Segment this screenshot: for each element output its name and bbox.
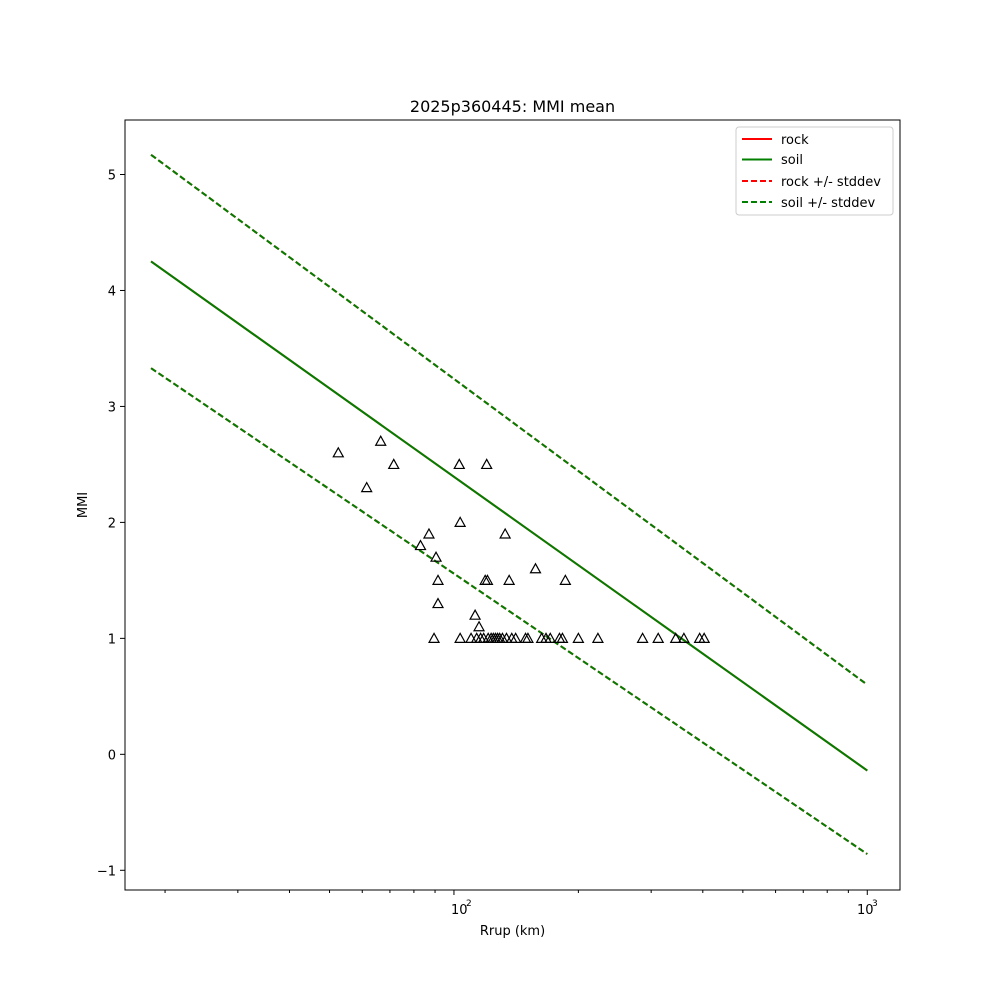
observation-triangle bbox=[509, 632, 522, 643]
observation-triangle bbox=[431, 574, 445, 585]
observation-triangle bbox=[430, 550, 443, 562]
observation-triangle bbox=[414, 539, 427, 551]
observation-triangle bbox=[422, 527, 435, 539]
y-tick-label: 2 bbox=[108, 516, 116, 531]
x-tick-exponent: 2 bbox=[466, 899, 472, 909]
observation-triangle bbox=[428, 632, 441, 643]
legend: rock soil rock +/- stddev soil +/- stdde… bbox=[735, 126, 894, 216]
observation-triangle bbox=[503, 574, 516, 585]
observation-triangle bbox=[454, 516, 467, 527]
observation-triangle bbox=[652, 632, 665, 643]
observation-triangle bbox=[544, 632, 557, 643]
observation-triangle bbox=[636, 632, 649, 643]
observation-triangle bbox=[698, 632, 711, 643]
legend-box bbox=[735, 126, 894, 216]
line-soil-stddev-lower bbox=[150, 367, 868, 855]
observation-triangle bbox=[454, 632, 467, 643]
y-axis: −1 0 1 2 3 4 5 bbox=[97, 169, 125, 879]
observation-triangle bbox=[374, 434, 387, 446]
y-tick-label: 1 bbox=[108, 632, 116, 647]
observation-triangle bbox=[360, 481, 373, 493]
observation-triangle bbox=[453, 458, 466, 470]
y-tick-label: 3 bbox=[108, 400, 116, 415]
observation-triangle bbox=[529, 562, 542, 574]
observation-triangle bbox=[556, 632, 569, 643]
chart-title: 2025p360445: MMI mean bbox=[410, 97, 615, 116]
observation-triangle bbox=[481, 574, 494, 585]
y-tick-label: 5 bbox=[108, 169, 116, 184]
x-tick-base: 10 bbox=[451, 903, 468, 918]
observation-triangle bbox=[572, 632, 585, 643]
legend-label-soil: soil bbox=[781, 153, 803, 168]
observation-triangle bbox=[431, 597, 445, 609]
legend-label-soil-stddev: soil +/- stddev bbox=[781, 196, 876, 211]
y-tick-label: 4 bbox=[108, 284, 116, 299]
x-tick-exponent: 3 bbox=[872, 899, 878, 909]
observation-triangle bbox=[677, 632, 690, 643]
legend-label-rock: rock bbox=[781, 133, 809, 148]
line-soil bbox=[150, 260, 868, 772]
x-tick-base: 10 bbox=[857, 903, 874, 918]
x-tick-label-1000: 10 3 bbox=[857, 899, 878, 918]
observation-triangle bbox=[480, 458, 493, 470]
observation-triangle bbox=[669, 632, 682, 643]
x-axis-label: Rrup (km) bbox=[480, 924, 545, 939]
observation-triangle bbox=[521, 632, 534, 643]
observation-triangle bbox=[332, 446, 345, 458]
x-tick-label-100: 10 2 bbox=[451, 899, 472, 918]
legend-label-rock-stddev: rock +/- stddev bbox=[781, 175, 881, 190]
observation-markers bbox=[332, 434, 711, 643]
observation-triangle bbox=[499, 527, 512, 539]
observation-triangle bbox=[591, 632, 604, 643]
observation-triangle bbox=[387, 458, 400, 470]
y-axis-label: MMI bbox=[76, 492, 91, 518]
observation-triangle bbox=[469, 608, 482, 620]
y-tick-label: −1 bbox=[97, 864, 116, 879]
plot-frame bbox=[124, 119, 901, 891]
x-axis: 10 2 10 3 bbox=[164, 890, 878, 918]
model-lines bbox=[150, 153, 868, 855]
line-soil-stddev-upper bbox=[150, 153, 868, 686]
y-tick-label: 0 bbox=[108, 748, 116, 763]
observation-triangle bbox=[559, 574, 572, 585]
observation-triangle bbox=[473, 620, 486, 632]
